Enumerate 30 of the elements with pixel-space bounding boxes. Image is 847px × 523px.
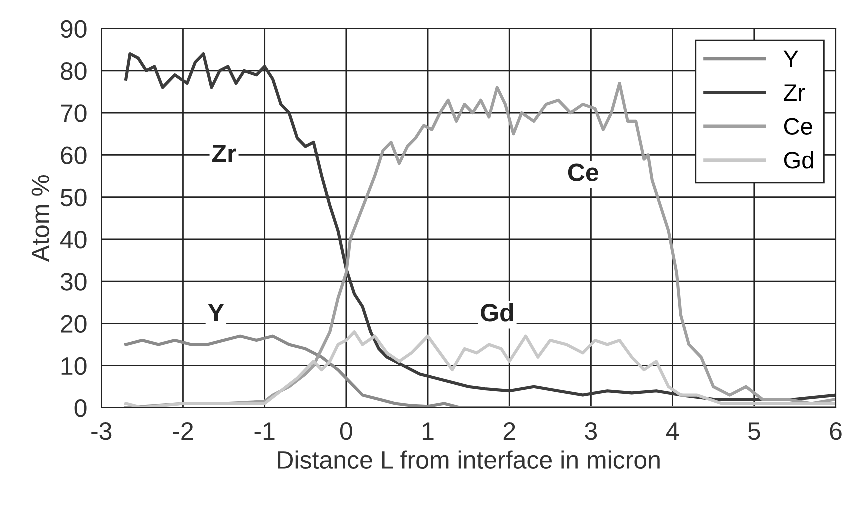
legend-label: Ce	[784, 118, 812, 135]
y-tick-label: 10	[62, 357, 87, 376]
y-tick-label: 50	[60, 188, 87, 207]
x-tick-label: 1	[422, 422, 434, 440]
x-tick-label: 5	[748, 422, 760, 440]
x-tick-label: 4	[666, 422, 680, 440]
x-tick-label: 2	[504, 422, 516, 440]
y-tick-label: 40	[60, 231, 87, 249]
x-tick-label: -1	[254, 422, 275, 440]
x-tick-label: -3	[92, 422, 112, 440]
legend-label: Gd	[784, 151, 814, 169]
y-tick-label: 20	[61, 315, 87, 333]
y-tick-label: 80	[61, 62, 87, 80]
y-axis-title: Atom %	[32, 175, 50, 262]
y-tick-label: 30	[60, 273, 87, 291]
annotation: Zr	[212, 145, 236, 162]
y-tick-label: 60	[61, 146, 87, 164]
y-tick-label: 70	[61, 104, 87, 122]
x-tick-label: 3	[585, 422, 598, 440]
x-tick-label: -2	[173, 422, 194, 440]
legend-label: Zr	[784, 84, 806, 101]
annotation: Ce	[568, 164, 598, 182]
x-axis-title: Distance L from interface in micron	[278, 450, 660, 470]
y-tick-label: 90	[61, 20, 87, 38]
x-tick-label: 0	[340, 422, 352, 440]
x-tick-label: 6	[830, 422, 842, 440]
y-tick-label: 0	[74, 400, 87, 418]
annotation: Gd	[481, 303, 514, 322]
legend-label: Y	[784, 50, 798, 68]
annotation: Y	[208, 304, 224, 322]
